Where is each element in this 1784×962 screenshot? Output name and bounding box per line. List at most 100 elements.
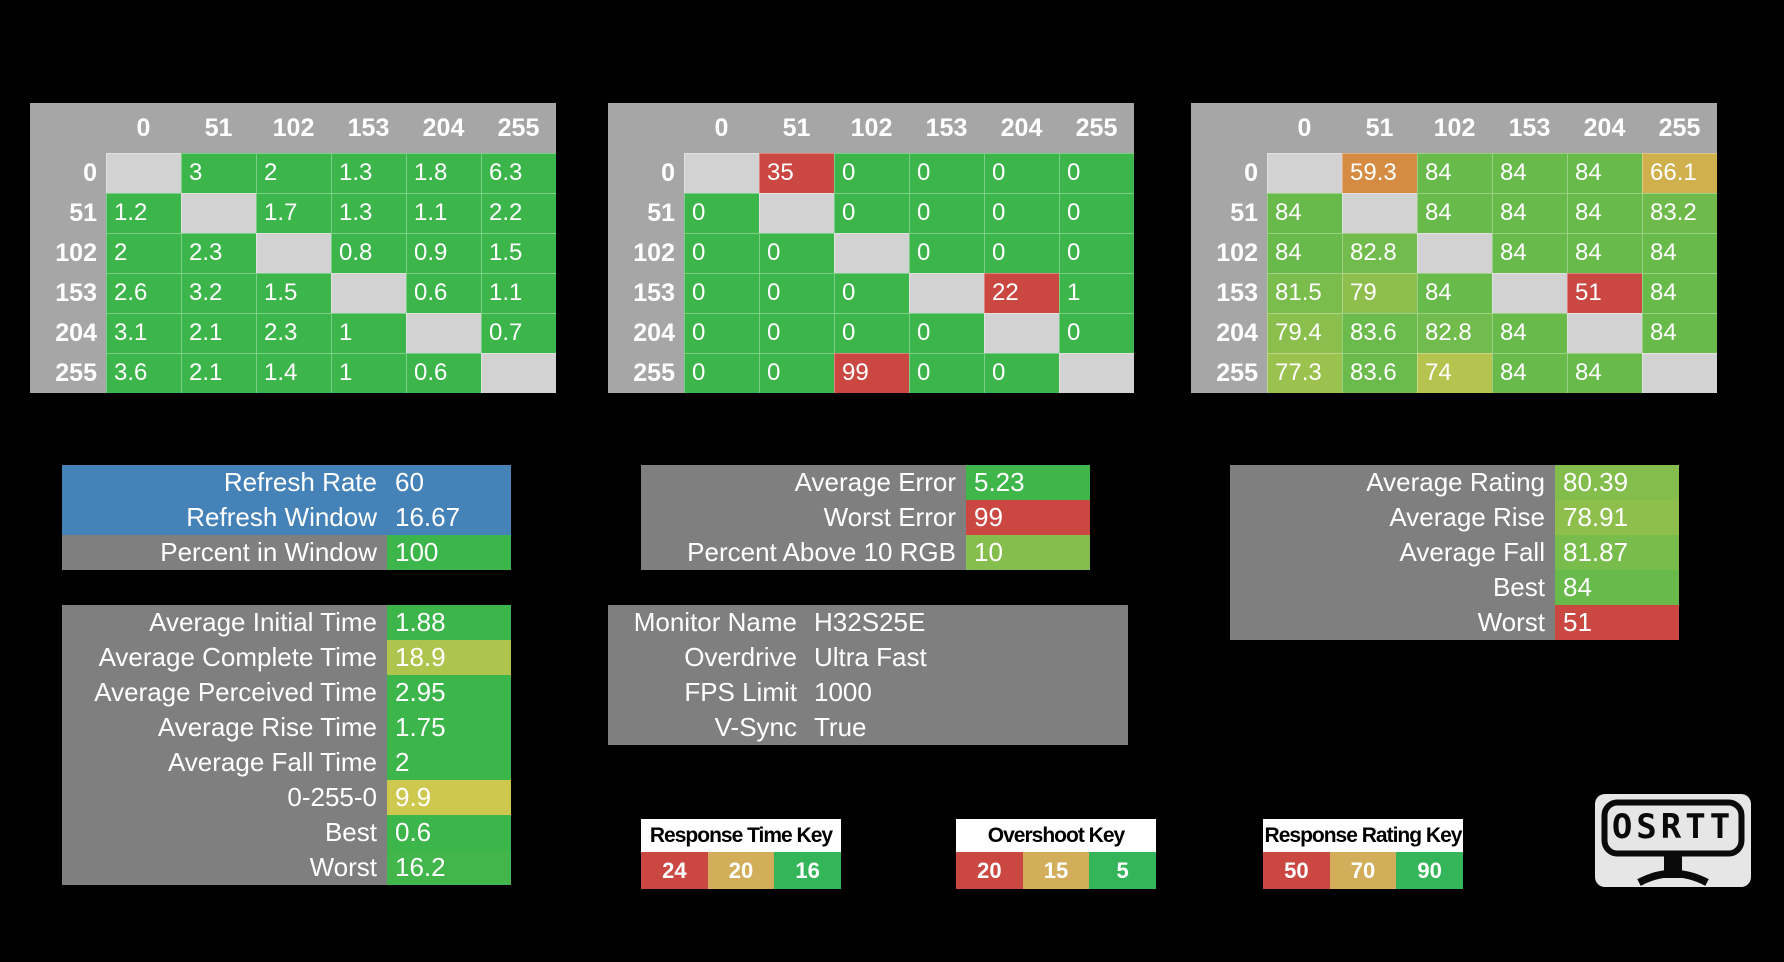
heatmap-column-header: 204 <box>406 103 481 153</box>
summary-row: Average Perceived Time 2.95 <box>62 675 511 710</box>
summary-row: Average Rise Time 1.75 <box>62 710 511 745</box>
heatmap-cell: 0.7 <box>481 313 556 353</box>
heatmap-cell: 1.7 <box>256 193 331 233</box>
refresh-summary-table: Refresh Rate 60 Refresh Window 16.67 Percent… <box>62 465 511 570</box>
heatmap-cell: 2 <box>256 153 331 193</box>
heatmap-cell: 2.3 <box>181 233 256 273</box>
heatmap-column-header: 51 <box>181 103 256 153</box>
heatmap-cell: 84 <box>1492 233 1567 273</box>
summary-value: 81.87 <box>1555 535 1679 570</box>
summary-value: 10 <box>966 535 1090 570</box>
heatmap-row-header: 51 <box>30 193 106 233</box>
heatmap-row-header: 102 <box>608 233 684 273</box>
heatmap-cell: 84 <box>1492 353 1567 393</box>
heatmap-cell: 84 <box>1567 233 1642 273</box>
summary-label: Refresh Window <box>62 500 387 535</box>
summary-row: Percent Above 10 RGB 10 <box>641 535 1090 570</box>
heatmap-column-header: 255 <box>1059 103 1134 153</box>
heatmap-column-header: 0 <box>1267 103 1342 153</box>
summary-row: V-Sync True <box>608 710 1128 745</box>
summary-label: Average Fall Time <box>62 745 387 780</box>
heatmap-column-header: 0 <box>106 103 181 153</box>
heatmap-cell: 0 <box>984 193 1059 233</box>
summary-value: 1.88 <box>387 605 511 640</box>
heatmap-cell: 2.1 <box>181 353 256 393</box>
heatmap-corner <box>1191 103 1267 153</box>
heatmap-cell: 79.4 <box>1267 313 1342 353</box>
summary-value: 18.9 <box>387 640 511 675</box>
heatmap-cell: 0 <box>684 353 759 393</box>
heatmap-cell: 2.1 <box>181 313 256 353</box>
heatmap-cell: 2.6 <box>106 273 181 313</box>
heatmap-row-header: 102 <box>30 233 106 273</box>
heatmap-cell: 84 <box>1417 153 1492 193</box>
heatmap-cell: 84 <box>1267 233 1342 273</box>
heatmap-cell: 0 <box>1059 233 1134 273</box>
heatmap-cell: 0 <box>984 233 1059 273</box>
heatmap-cell: 0 <box>684 273 759 313</box>
heatmap-column-header: 102 <box>834 103 909 153</box>
heatmap-diagonal-cell <box>684 153 759 193</box>
monitor-base-icon <box>1637 869 1709 886</box>
heatmap-cell: 84 <box>1567 193 1642 233</box>
summary-value: 100 <box>387 535 511 570</box>
summary-label: Average Perceived Time <box>62 675 387 710</box>
heatmap-column-header: 51 <box>1342 103 1417 153</box>
summary-row: Average Error 5.23 <box>641 465 1090 500</box>
heatmap-diagonal-cell <box>1059 353 1134 393</box>
key-cell: 16 <box>774 852 841 889</box>
heatmap-cell: 84 <box>1492 313 1567 353</box>
heatmap-row-header: 51 <box>1191 193 1267 233</box>
heatmap-cell: 83.6 <box>1342 313 1417 353</box>
heatmap-cell: 84 <box>1642 233 1717 273</box>
heatmap-cell: 1.1 <box>406 193 481 233</box>
summary-row: Best 0.6 <box>62 815 511 850</box>
key-cells: 20 15 5 <box>956 852 1156 889</box>
heatmap-cell: 0 <box>759 273 834 313</box>
heatmap-cell: 0 <box>759 233 834 273</box>
heatmap-cell: 84 <box>1642 313 1717 353</box>
heatmap-corner <box>608 103 684 153</box>
heatmap-row-header: 102 <box>1191 233 1267 273</box>
heatmap-cell: 77.3 <box>1267 353 1342 393</box>
heatmap-cell: 22 <box>984 273 1059 313</box>
summary-label: Average Initial Time <box>62 605 387 640</box>
heatmap-diagonal-cell <box>834 233 909 273</box>
summary-value: 16.67 <box>387 500 511 535</box>
heatmap-column-header: 51 <box>759 103 834 153</box>
heatmap-cell: 0 <box>909 233 984 273</box>
heatmap-row-header: 153 <box>608 273 684 313</box>
summary-value: 51 <box>1555 605 1679 640</box>
summary-label: FPS Limit <box>608 675 805 710</box>
heatmap-cell: 84 <box>1417 193 1492 233</box>
heatmap-row-header: 153 <box>30 273 106 313</box>
heatmap-diagonal-cell <box>1417 233 1492 273</box>
heatmap-cell: 51 <box>1567 273 1642 313</box>
summary-row: Best 84 <box>1230 570 1679 605</box>
response-time-heatmap: 0 51 102 153 204 255 0 3 2 1.3 1.8 6.3 51 1.2 1.7 1.3 1.… <box>30 103 556 393</box>
heatmap-cell: 84 <box>1492 153 1567 193</box>
heatmap-cell: 0 <box>759 313 834 353</box>
heatmap-cell: 84 <box>1642 273 1717 313</box>
summary-value: 78.91 <box>1555 500 1679 535</box>
heatmap-cell: 74 <box>1417 353 1492 393</box>
monitor-screen-icon <box>1601 799 1745 857</box>
summary-label: Average Rise <box>1230 500 1555 535</box>
key-cell: 20 <box>956 852 1023 889</box>
heatmap-cell: 1.1 <box>481 273 556 313</box>
heatmap-column-header: 153 <box>909 103 984 153</box>
heatmap-cell: 0 <box>834 313 909 353</box>
summary-label: Average Rating <box>1230 465 1555 500</box>
heatmap-row-header: 0 <box>30 153 106 193</box>
heatmap-cell: 0 <box>834 153 909 193</box>
heatmap-cell: 0.8 <box>331 233 406 273</box>
summary-row: FPS Limit 1000 <box>608 675 1128 710</box>
summary-row: Average Complete Time 18.9 <box>62 640 511 675</box>
heatmap-diagonal-cell <box>331 273 406 313</box>
summary-row: Worst 16.2 <box>62 850 511 885</box>
summary-row: Refresh Window 16.67 <box>62 500 511 535</box>
heatmap-cell: 6.3 <box>481 153 556 193</box>
logo-text: OSRTT <box>1612 807 1734 847</box>
summary-row: Percent in Window 100 <box>62 535 511 570</box>
heatmap-cell: 0 <box>909 153 984 193</box>
